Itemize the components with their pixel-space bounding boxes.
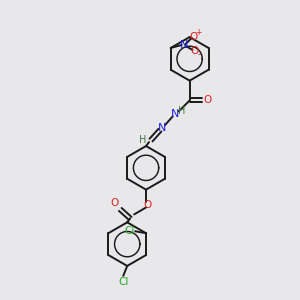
Text: H: H [140, 135, 147, 145]
Text: Cl: Cl [118, 277, 128, 287]
Text: O: O [110, 199, 118, 208]
Text: O: O [189, 32, 198, 42]
Text: N: N [158, 123, 166, 133]
Text: H: H [178, 106, 185, 116]
Text: O: O [143, 200, 151, 211]
Text: N: N [171, 109, 179, 119]
Text: O: O [203, 95, 211, 106]
Text: -: - [198, 50, 201, 59]
Text: O: O [190, 46, 199, 56]
Text: Cl: Cl [124, 226, 134, 236]
Text: +: + [195, 28, 202, 37]
Text: N: N [179, 40, 188, 50]
